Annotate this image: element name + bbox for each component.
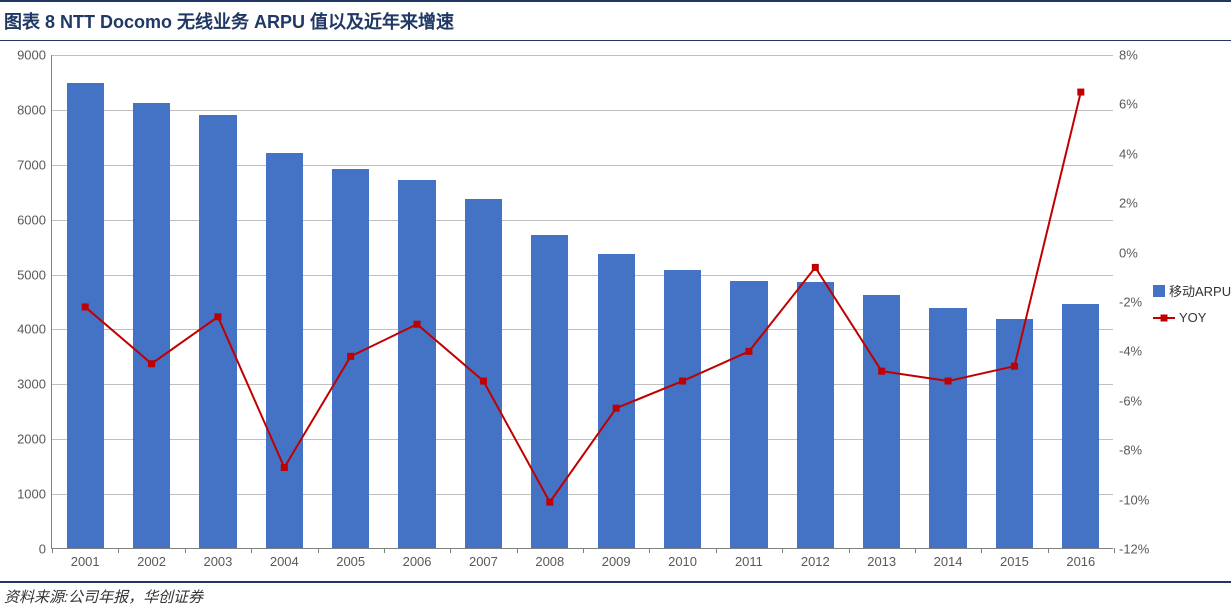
x-tick-label: 2009 bbox=[602, 548, 631, 569]
y-right-tick-label: 8% bbox=[1113, 48, 1138, 63]
legend-label: 移动ARPU bbox=[1169, 281, 1231, 300]
legend-swatch-line bbox=[1153, 317, 1175, 319]
y-right-tick-label: 0% bbox=[1113, 245, 1138, 260]
x-tick-label: 2016 bbox=[1066, 548, 1095, 569]
line-marker bbox=[82, 303, 89, 310]
line-marker bbox=[347, 353, 354, 360]
legend-label: YOY bbox=[1179, 310, 1206, 325]
x-tick-label: 2001 bbox=[71, 548, 100, 569]
y-left-tick-label: 2000 bbox=[17, 432, 52, 447]
y-right-tick-label: -10% bbox=[1113, 492, 1149, 507]
y-left-tick-label: 1000 bbox=[17, 487, 52, 502]
chart-footer-bar: 资料来源:公司年报，华创证券 bbox=[0, 581, 1231, 609]
y-right-tick-label: -4% bbox=[1113, 344, 1142, 359]
x-tick-label: 2005 bbox=[336, 548, 365, 569]
line-marker bbox=[812, 264, 819, 271]
legend-swatch-bar bbox=[1153, 285, 1165, 297]
legend-item: YOY bbox=[1153, 310, 1231, 325]
y-right-tick-label: -8% bbox=[1113, 443, 1142, 458]
y-right-tick-label: 4% bbox=[1113, 146, 1138, 161]
line-marker bbox=[1011, 363, 1018, 370]
chart-title-bar: 图表 8 NTT Docomo 无线业务 ARPU 值以及近年来增速 bbox=[0, 0, 1231, 41]
x-tick-label: 2012 bbox=[801, 548, 830, 569]
line-marker bbox=[546, 499, 553, 506]
x-tick-label: 2007 bbox=[469, 548, 498, 569]
x-tick-label: 2002 bbox=[137, 548, 166, 569]
x-tick-label: 2015 bbox=[1000, 548, 1029, 569]
line-marker bbox=[281, 464, 288, 471]
legend-item: 移动ARPU bbox=[1153, 281, 1231, 300]
x-tick-label: 2014 bbox=[934, 548, 963, 569]
line-marker bbox=[214, 313, 221, 320]
x-tick-label: 2011 bbox=[735, 548, 763, 569]
line-marker bbox=[878, 368, 885, 375]
y-left-tick-label: 6000 bbox=[17, 212, 52, 227]
y-left-tick-label: 4000 bbox=[17, 322, 52, 337]
line-series bbox=[52, 55, 1114, 549]
y-right-tick-label: -12% bbox=[1113, 542, 1149, 557]
y-right-tick-label: 6% bbox=[1113, 97, 1138, 112]
line-marker bbox=[480, 378, 487, 385]
y-left-tick-label: 9000 bbox=[17, 48, 52, 63]
y-left-tick-label: 5000 bbox=[17, 267, 52, 282]
x-tick bbox=[1114, 548, 1115, 553]
y-left-tick-label: 0 bbox=[39, 542, 52, 557]
legend-marker bbox=[1161, 314, 1168, 321]
y-right-tick-label: -2% bbox=[1113, 295, 1142, 310]
x-tick-label: 2013 bbox=[867, 548, 896, 569]
chart-source: 资料来源:公司年报，华创证券 bbox=[4, 589, 203, 606]
legend: 移动ARPU YOY bbox=[1153, 281, 1231, 335]
x-tick-label: 2004 bbox=[270, 548, 299, 569]
y-right-tick-label: -6% bbox=[1113, 393, 1142, 408]
line-marker bbox=[679, 378, 686, 385]
chart-title: 图表 8 NTT Docomo 无线业务 ARPU 值以及近年来增速 bbox=[4, 12, 454, 32]
line-marker bbox=[945, 378, 952, 385]
x-tick-label: 2003 bbox=[203, 548, 232, 569]
chart-area: 0 1000 2000 3000 4000 5000 6000 7000 8000 9000 -12… bbox=[3, 41, 1228, 581]
y-left-tick-label: 7000 bbox=[17, 157, 52, 172]
plot-region: 0100020003000400050006000700080009000-12… bbox=[51, 55, 1113, 549]
y-left-tick-label: 8000 bbox=[17, 102, 52, 117]
x-tick-label: 2006 bbox=[403, 548, 432, 569]
y-right-tick-label: 2% bbox=[1113, 196, 1138, 211]
x-tick-label: 2010 bbox=[668, 548, 697, 569]
y-left-tick-label: 3000 bbox=[17, 377, 52, 392]
x-tick-label: 2008 bbox=[535, 548, 564, 569]
line-marker bbox=[148, 360, 155, 367]
line-marker bbox=[613, 405, 620, 412]
line-marker bbox=[414, 321, 421, 328]
line-marker bbox=[745, 348, 752, 355]
line-marker bbox=[1077, 89, 1084, 96]
